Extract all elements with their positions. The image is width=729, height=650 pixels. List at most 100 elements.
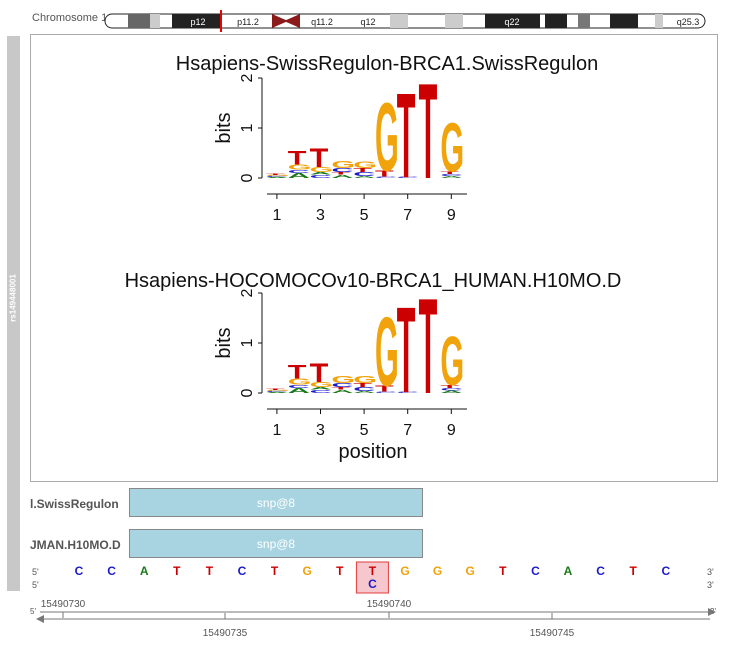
logo-letter: A bbox=[266, 177, 289, 179]
sequence-base: T bbox=[369, 564, 377, 578]
logo-letter: G bbox=[440, 109, 464, 187]
x-tick-label: 9 bbox=[447, 207, 456, 224]
logo-panel bbox=[30, 34, 718, 482]
sequence-base: C bbox=[75, 564, 84, 578]
sequence-base: G bbox=[433, 564, 442, 578]
band-label: q22 bbox=[504, 17, 519, 27]
logo-letter: C bbox=[331, 382, 353, 388]
logo-letter: T bbox=[288, 362, 307, 383]
x-axis-label: position bbox=[339, 441, 408, 463]
logo-letter: C bbox=[288, 169, 310, 175]
logo-letter: G bbox=[310, 381, 334, 389]
logo-letter: A bbox=[353, 175, 376, 178]
logo-letter: C bbox=[440, 173, 463, 176]
logo-letter: C bbox=[266, 176, 289, 178]
track-feature-label: snp@8 bbox=[256, 496, 296, 510]
y-tick-label: 1 bbox=[239, 338, 256, 347]
logo-letter: A bbox=[440, 390, 462, 394]
sequence-base: G bbox=[466, 564, 475, 578]
x-tick-label: 1 bbox=[272, 207, 281, 224]
logo-title: Hsapiens-SwissRegulon-BRCA1.SwissRegulon bbox=[176, 53, 598, 75]
logo-letter: G bbox=[310, 166, 334, 174]
sequence-base: T bbox=[271, 564, 279, 578]
logo-letter: T bbox=[266, 174, 285, 176]
logo-letter: T bbox=[419, 270, 438, 422]
x-tick-label: 7 bbox=[403, 207, 412, 224]
sequence-base: T bbox=[499, 564, 507, 578]
track-feature-label: snp@8 bbox=[256, 537, 296, 551]
position-marker bbox=[220, 10, 222, 32]
y-axis-label: bits bbox=[213, 112, 235, 143]
y-tick-label: 1 bbox=[239, 123, 256, 132]
three-prime-label: 3' bbox=[707, 580, 714, 590]
logo-letter: C bbox=[440, 387, 462, 391]
logo-letter: T bbox=[440, 384, 460, 389]
logo-letter: T bbox=[353, 167, 372, 173]
sequence-base: T bbox=[173, 564, 181, 578]
x-tick-label: 3 bbox=[316, 207, 325, 224]
logo-letter: T bbox=[288, 148, 307, 169]
logo-letter: T bbox=[310, 359, 329, 389]
axis-tick-label: 15490745 bbox=[530, 628, 575, 639]
logo-letter: T bbox=[331, 171, 351, 175]
three-prime-label: 3' bbox=[707, 567, 714, 577]
logo-letter: T bbox=[375, 384, 394, 393]
sequence-base: G bbox=[303, 564, 312, 578]
logo-letter: T bbox=[440, 171, 460, 175]
track-feature-bar[interactable] bbox=[129, 529, 423, 558]
y-axis-label: bits bbox=[213, 327, 235, 358]
five-prime-label: 5' bbox=[32, 567, 39, 577]
band-label: q25.3 bbox=[677, 17, 700, 27]
sequence-base: A bbox=[564, 564, 573, 578]
logo-letter: G bbox=[331, 159, 355, 170]
ideogram-label: Chromosome 1 bbox=[32, 12, 108, 24]
logo-letter: T bbox=[353, 382, 372, 388]
logo-letter: C bbox=[288, 384, 310, 390]
x-tick-label: 5 bbox=[360, 207, 369, 224]
sequence-base: G bbox=[400, 564, 409, 578]
logo-letter: T bbox=[397, 67, 416, 203]
logo-letter: G bbox=[288, 163, 312, 171]
logo-letter: C bbox=[397, 177, 420, 179]
sequence-base: T bbox=[206, 564, 214, 578]
logo-letter: G bbox=[331, 374, 355, 385]
logo-letter: T bbox=[419, 55, 438, 207]
logo-letter: G bbox=[440, 323, 464, 401]
y-tick-label: 2 bbox=[239, 73, 256, 82]
band-label: p12 bbox=[190, 17, 205, 27]
logo-letter: A bbox=[288, 387, 310, 395]
axis-tick-label: 15490735 bbox=[203, 628, 248, 639]
logo-title: Hsapiens-HOCOMOCOv10-BRCA1_HUMAN.H10MO.D bbox=[125, 270, 622, 292]
x-tick-label: 7 bbox=[403, 422, 412, 439]
side-panel bbox=[7, 36, 20, 591]
logo-letter: G bbox=[375, 84, 399, 192]
logo-letter: T bbox=[331, 386, 351, 390]
ideogram-bands bbox=[104, 10, 706, 32]
y-tick-label: 0 bbox=[239, 173, 256, 182]
x-tick-label: 3 bbox=[316, 422, 325, 439]
logo-letter: A bbox=[288, 172, 310, 180]
logo-letter: T bbox=[310, 144, 329, 174]
logo-letter: A bbox=[266, 392, 289, 394]
track-label: JMAN.H10MO.D bbox=[30, 538, 121, 552]
logo-letter: A bbox=[331, 389, 353, 395]
sequence-base: C bbox=[107, 564, 116, 578]
axis-tick-label: 15490740 bbox=[367, 599, 412, 610]
logo-letter: C bbox=[353, 386, 375, 392]
logo-letter: C bbox=[397, 392, 420, 394]
logo-letter: C bbox=[375, 391, 398, 393]
y-tick-label: 0 bbox=[239, 388, 256, 397]
sequence-base: C bbox=[238, 564, 247, 578]
sequence-base: T bbox=[336, 564, 344, 578]
sequence-base: C bbox=[531, 564, 540, 578]
chromosome-ideogram: p12 p11.2 q11.2 q12 q22 q25.3 bbox=[104, 10, 706, 32]
y-tick-label: 2 bbox=[239, 288, 256, 297]
logo-letter: G bbox=[353, 374, 377, 385]
sequence-base: A bbox=[140, 564, 149, 578]
logo-letter: G bbox=[288, 377, 312, 386]
track-feature-bar[interactable] bbox=[129, 488, 423, 517]
logo-letter: A bbox=[331, 174, 353, 180]
logo-letter: A bbox=[310, 171, 332, 175]
sequence-track: 5' 5' 3' 3' C C A T T C T G TCT G G G T C A C T C bbox=[32, 561, 714, 594]
logo-letter: C bbox=[266, 391, 289, 393]
